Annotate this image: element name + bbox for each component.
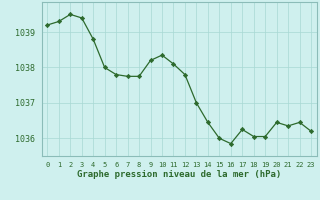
X-axis label: Graphe pression niveau de la mer (hPa): Graphe pression niveau de la mer (hPa)	[77, 170, 281, 179]
